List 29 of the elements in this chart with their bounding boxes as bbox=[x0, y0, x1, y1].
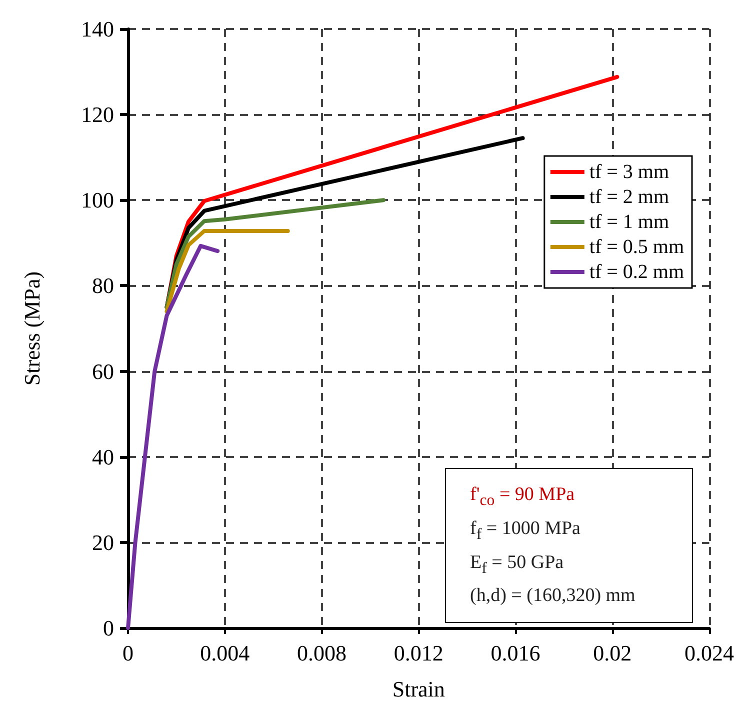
x-tick-label: 0.004 bbox=[200, 640, 250, 666]
annotation: (h,d) = (160,320) mm bbox=[470, 584, 636, 608]
x-tick-label: 0.008 bbox=[297, 640, 346, 666]
y-tick-label: 60 bbox=[92, 358, 114, 384]
y-tick-label: 20 bbox=[92, 530, 114, 555]
y-tick-label: 40 bbox=[92, 444, 114, 470]
y-tick-label: 80 bbox=[92, 273, 114, 298]
x-tick-label: 0.02 bbox=[593, 640, 632, 666]
legend-label: tf = 0.5 mm bbox=[589, 236, 684, 258]
y-tick-label: 0 bbox=[103, 616, 114, 640]
y-axis-title: Stress (MPa) bbox=[20, 271, 44, 386]
x-tick-label: 0.024 bbox=[684, 640, 734, 666]
y-tick-label: 140 bbox=[81, 16, 114, 42]
y-tick-label: 120 bbox=[81, 102, 114, 128]
annotation: f'$_{co}$ = 90 MPa bbox=[470, 483, 576, 511]
legend-label: tf = 1 mm bbox=[589, 211, 670, 233]
line-series bbox=[164, 228, 290, 314]
x-tick-label: 0.016 bbox=[490, 640, 540, 666]
annotation: f$_{f}$ = 1000 MPa bbox=[470, 516, 582, 545]
line-series bbox=[164, 198, 386, 310]
legend-label: tf = 2 mm bbox=[589, 186, 670, 208]
x-axis-title: Strain bbox=[392, 676, 445, 702]
legend-label: tf = 0.2 mm bbox=[589, 261, 684, 283]
x-tick-label: 0.012 bbox=[394, 640, 444, 666]
line-series bbox=[126, 244, 220, 630]
x-tick-label: 0 bbox=[122, 640, 134, 666]
annotation: E$_{f}$ = 50 GPa bbox=[470, 550, 565, 578]
y-tick-label: 100 bbox=[81, 188, 114, 213]
legend-label: tf = 3 mm bbox=[589, 161, 670, 183]
